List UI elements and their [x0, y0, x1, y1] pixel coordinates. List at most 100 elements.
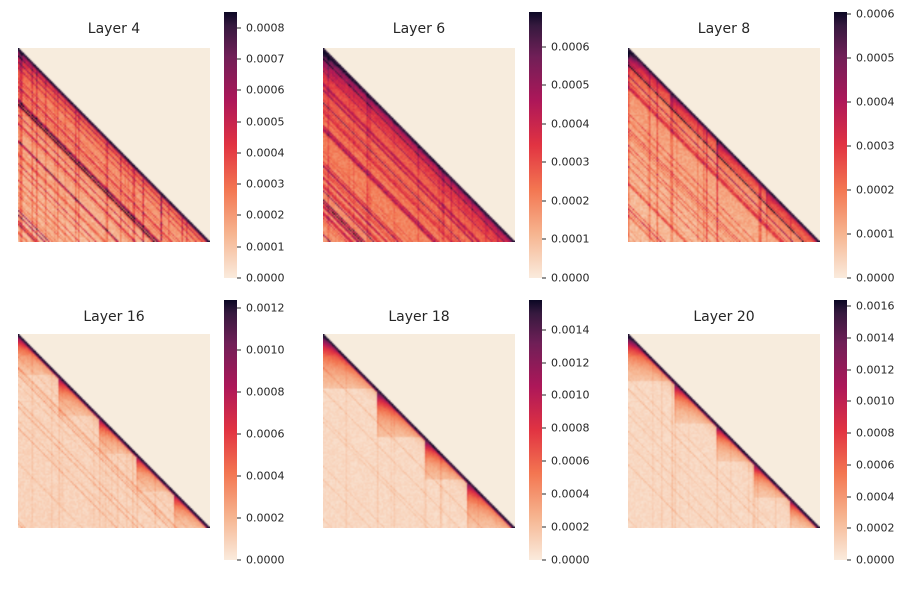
- colorbar-tick-label: 0.0002: [551, 194, 590, 208]
- colorbar-tick-mark: [542, 161, 546, 163]
- colorbar: 0.0008 0.0007 0.0006 0.0005 0.0004 0.0003 0.00…: [224, 12, 304, 284]
- attention-heatmap: [18, 48, 210, 242]
- colorbar-tick-label: 0.0006: [246, 83, 285, 97]
- colorbar-tick-mark: [847, 189, 851, 191]
- colorbar-tick-mark: [237, 559, 241, 561]
- colorbar-tick-label: 0.0000: [551, 553, 590, 567]
- colorbar-tick-label: 0.0001: [246, 240, 285, 254]
- colorbar-gradient: [834, 300, 847, 560]
- plot-title: Layer 4: [87, 21, 141, 37]
- colorbar-tick-label: 0.0006: [551, 454, 590, 468]
- colorbar-tick-mark: [847, 400, 851, 402]
- colorbar-tick-label: 0.0002: [246, 208, 285, 222]
- colorbar-gradient: [529, 12, 542, 278]
- colorbar-gradient: [529, 300, 542, 560]
- attention-heatmap: [628, 48, 820, 242]
- colorbar-tick-mark: [847, 145, 851, 147]
- colorbar-tick-mark: [237, 517, 241, 519]
- colorbar-tick-mark: [847, 496, 851, 498]
- plot-title: Layer 16: [83, 309, 145, 325]
- colorbar-tick-mark: [237, 391, 241, 393]
- colorbar-tick-mark: [237, 349, 241, 351]
- plot-title: Layer 18: [388, 309, 450, 325]
- colorbar-tick-mark: [847, 277, 851, 279]
- colorbar-tick-label: 0.0003: [856, 139, 895, 153]
- colorbar-tick-mark: [847, 559, 851, 561]
- colorbar-tick-label: 0.0002: [856, 183, 895, 197]
- colorbar-tick-mark: [542, 460, 546, 462]
- colorbar-tick-label: 0.0000: [856, 271, 895, 285]
- colorbar-tick-mark: [542, 46, 546, 48]
- colorbar-tick-label: 0.0008: [246, 21, 285, 35]
- heatmap-panel-layer-16: Layer 16 0.0012 0.0010 0.0008 0.0006 0.0004 0…: [0, 295, 304, 590]
- colorbar-tick-mark: [847, 101, 851, 103]
- colorbar-tick-mark: [237, 307, 241, 309]
- colorbar-tick-mark: [542, 526, 546, 528]
- colorbar-tick-label: 0.0010: [246, 343, 285, 357]
- colorbar-tick-mark: [542, 329, 546, 331]
- colorbar-tick-mark: [237, 27, 241, 29]
- heatmap-panel-layer-18: Layer 18 0.0014 0.0012 0.0010 0.0008 0.0006 0…: [305, 295, 609, 590]
- colorbar-tick-label: 0.0002: [246, 511, 285, 525]
- colorbar-tick-label: 0.0005: [551, 78, 590, 92]
- colorbar: 0.0006 0.0005 0.0004 0.0003 0.0002 0.0001 0.00…: [529, 12, 609, 284]
- colorbar-tick-mark: [542, 427, 546, 429]
- colorbar-tick-label: 0.0004: [246, 469, 285, 483]
- attention-heatmap: [18, 334, 210, 528]
- colorbar-tick-label: 0.0016: [856, 299, 895, 313]
- colorbar-tick-mark: [237, 277, 241, 279]
- colorbar-tick-mark: [847, 305, 851, 307]
- colorbar-tick-mark: [542, 123, 546, 125]
- colorbar-tick-label: 0.0000: [246, 271, 285, 285]
- colorbar-tick-label: 0.0004: [551, 487, 590, 501]
- colorbar-tick-label: 0.0010: [551, 388, 590, 402]
- colorbar-tick-label: 0.0000: [856, 553, 895, 567]
- colorbar-gradient: [834, 12, 847, 278]
- colorbar-tick-mark: [542, 277, 546, 279]
- attention-heatmap: [628, 334, 820, 528]
- colorbar-tick-label: 0.0007: [246, 52, 285, 66]
- colorbar-tick-mark: [237, 58, 241, 60]
- colorbar: 0.0014 0.0012 0.0010 0.0008 0.0006 0.0004 0.00…: [529, 300, 609, 566]
- colorbar-tick-label: 0.0014: [856, 331, 895, 345]
- colorbar-tick-label: 0.0003: [551, 155, 590, 169]
- colorbar-tick-mark: [542, 394, 546, 396]
- colorbar-tick-label: 0.0012: [246, 301, 285, 315]
- colorbar-tick-mark: [237, 183, 241, 185]
- colorbar-tick-label: 0.0001: [551, 232, 590, 246]
- colorbar-tick-mark: [237, 214, 241, 216]
- colorbar-tick-label: 0.0003: [246, 177, 285, 191]
- colorbar-tick-label: 0.0004: [551, 117, 590, 131]
- colorbar-tick-label: 0.0006: [856, 7, 895, 21]
- colorbar-gradient: [224, 300, 237, 560]
- colorbar-tick-mark: [847, 369, 851, 371]
- colorbar-gradient: [224, 12, 237, 278]
- colorbar-tick-mark: [237, 121, 241, 123]
- plot-title: Layer 6: [392, 21, 446, 37]
- colorbar-tick-mark: [542, 493, 546, 495]
- colorbar-tick-mark: [542, 559, 546, 561]
- colorbar-tick-mark: [847, 13, 851, 15]
- colorbar-tick-mark: [237, 433, 241, 435]
- colorbar-tick-label: 0.0004: [246, 146, 285, 160]
- colorbar: 0.0016 0.0014 0.0012 0.0010 0.0008 0.0006 0.00…: [834, 299, 914, 566]
- colorbar-tick-mark: [847, 57, 851, 59]
- colorbar-tick-label: 0.0004: [856, 95, 895, 109]
- colorbar-tick-label: 0.0000: [246, 553, 285, 567]
- colorbar-tick-label: 0.0001: [856, 227, 895, 241]
- colorbar-tick-label: 0.0010: [856, 394, 895, 408]
- colorbar-tick-label: 0.0005: [246, 115, 285, 129]
- colorbar-tick-label: 0.0012: [551, 356, 590, 370]
- colorbar-tick-mark: [542, 200, 546, 202]
- plot-title: Layer 20: [693, 309, 755, 325]
- colorbar-tick-mark: [237, 89, 241, 91]
- plot-title: Layer 8: [697, 21, 751, 37]
- colorbar-tick-label: 0.0000: [551, 271, 590, 285]
- colorbar-tick-label: 0.0008: [856, 426, 895, 440]
- colorbar-tick-mark: [237, 475, 241, 477]
- colorbar-tick-label: 0.0006: [856, 458, 895, 472]
- heatmap-panel-layer-20: Layer 20 0.0016 0.0014 0.0012 0.0010 0.0008 0…: [610, 295, 914, 590]
- colorbar: 0.0006 0.0005 0.0004 0.0003 0.0002 0.0001 0.00…: [834, 7, 914, 284]
- colorbar-tick-mark: [237, 152, 241, 154]
- colorbar: 0.0012 0.0010 0.0008 0.0006 0.0004 0.0002 0.00…: [224, 300, 304, 566]
